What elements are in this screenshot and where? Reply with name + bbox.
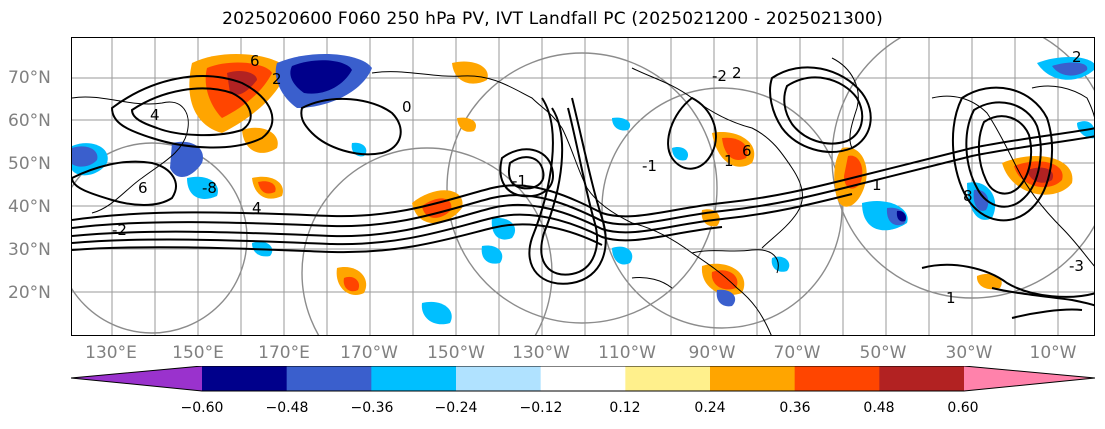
pv-anomaly-shading [72,53,1094,325]
map-title: 2025020600 F060 250 hPa PV, IVT Landfall… [222,9,883,29]
contour-label: -8 [202,179,217,197]
lon-label-90w: 90°W [688,343,736,363]
contour-label: 6 [138,179,148,197]
contour-label: 6 [742,142,752,160]
contour-label: 6 [250,52,260,70]
colorbar-segment [456,366,542,391]
lon-label-110w: 110°W [598,343,656,363]
colorbar-segment [625,366,711,391]
contour-label: 2 [272,70,282,88]
lat-label-40n: 40°N [8,197,51,217]
colorbar-tick: −0.24 [434,400,478,416]
contour-label: 2 [1072,48,1082,66]
contour-label: 2 [732,64,742,82]
coastlines [72,57,1094,335]
lon-label-10w: 10°W [1029,343,1077,363]
map-canvas: 6 4 2 0 -1 -2 1 6 -1 -8 4 2 1 -3 -2 2 6 … [72,38,1094,335]
contour-label: 0 [402,98,412,116]
contour-label-group: 6 4 2 0 -1 -2 1 6 -1 -8 4 2 1 -3 -2 2 6 … [112,48,1084,307]
colorbar-segment [371,366,457,391]
contour-label: -3 [1069,257,1084,275]
lat-label-70n: 70°N [8,68,51,88]
colorbar-tick: −0.60 [180,400,224,416]
colorbar-segment [286,366,372,391]
contour-label: 4 [150,106,160,124]
colorbar-tick: 0.12 [609,400,641,416]
colorbar-segment [202,366,288,391]
lon-label-130w: 130°W [512,343,570,363]
colorbar-tick: 0.48 [863,400,895,416]
contour-label: -1 [512,172,527,190]
map-panel: 6 4 2 0 -1 -2 1 6 -1 -8 4 2 1 -3 -2 2 6 … [71,37,1095,336]
colorbar-segment [879,366,965,391]
lon-label-170e: 170°E [258,343,310,363]
contour-label: -2 [712,67,727,85]
contour-label: 1 [724,152,734,170]
lon-label-150w: 150°W [427,343,485,363]
contour-label: -1 [642,157,657,175]
colorbar-tick: −0.12 [519,400,563,416]
colorbar-tick: 0.24 [694,400,726,416]
colorbar-segment [540,366,626,391]
lon-label-130e: 130°E [85,343,137,363]
contour-label: 1 [946,289,956,307]
range-circles [72,38,1094,335]
colorbar-tick: −0.36 [350,400,394,416]
lon-label-170w: 170°W [340,343,398,363]
colorbar-tick: 0.60 [947,400,979,416]
contour-label: 8 [963,187,973,205]
colorbar-graphic [70,365,1096,392]
contour-label: -2 [112,221,127,239]
lon-label-30w: 30°W [945,343,993,363]
lat-label-60n: 60°N [8,111,51,131]
lon-label-70w: 70°W [773,343,821,363]
lon-label-150e: 150°E [172,343,224,363]
colorbar-extend-max [964,366,1095,391]
colorbar-segments [71,366,1095,391]
colorbar [70,365,1096,396]
colorbar-tick: −0.48 [265,400,309,416]
colorbar-segment [794,366,880,391]
lon-label-50w: 50°W [859,343,907,363]
lat-label-30n: 30°N [8,240,51,260]
lat-label-50n: 50°N [8,154,51,174]
contour-label: 1 [872,176,882,194]
contour-lines [72,66,1094,319]
contour-label: 4 [252,199,262,217]
colorbar-extend-min [71,366,202,391]
lat-label-20n: 20°N [8,283,51,303]
colorbar-segment [710,366,796,391]
colorbar-tick: 0.36 [779,400,811,416]
